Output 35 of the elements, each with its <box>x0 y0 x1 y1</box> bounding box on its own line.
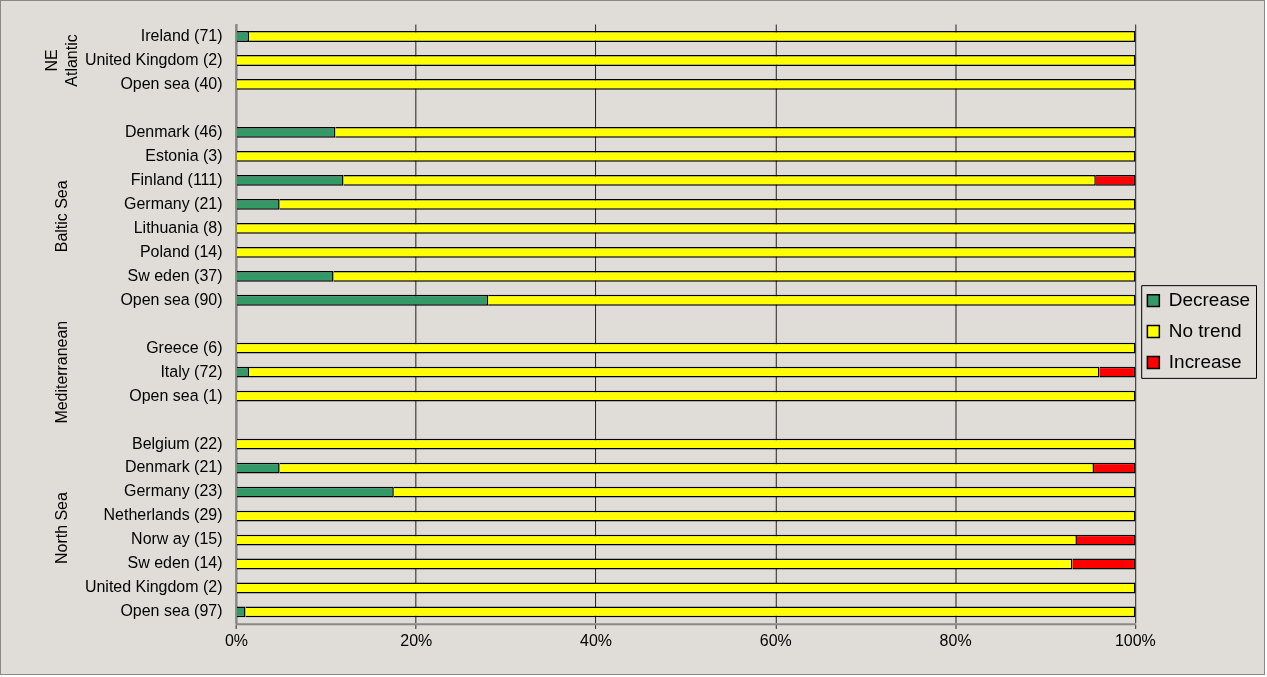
y-tick-label: Open sea (40) <box>120 74 223 92</box>
text: NE Atlantic <box>43 34 81 87</box>
y-tick-label: Open sea (1) <box>129 386 223 404</box>
legend-label: No trend <box>1168 319 1242 341</box>
y-tick-label: Open sea (90) <box>120 290 223 308</box>
x-tick-label: 40% <box>580 631 613 649</box>
y-tick-label: Sw eden (37) <box>127 266 223 284</box>
legend-label: Increase <box>1168 350 1242 372</box>
y-tick-label: Italy (72) <box>160 362 223 380</box>
y-tick-label: Open sea (97) <box>120 602 223 620</box>
text: Baltic Sea <box>53 180 71 253</box>
y-tick-label: Estonia (3) <box>145 146 223 164</box>
x-tick-label: 100% <box>1114 631 1156 649</box>
y-tick-label: Norw ay (15) <box>131 530 223 548</box>
y-tick-label: Finland (111) <box>130 170 223 188</box>
y-tick-label: Poland (14) <box>139 242 223 260</box>
y-tick-label: Belgium (22) <box>131 434 223 452</box>
y-tick-label: Sw eden (14) <box>127 554 223 572</box>
y-tick-label: Netherlands (29) <box>103 506 223 524</box>
x-tick-label: 20% <box>400 631 433 649</box>
x-tick-label: 0% <box>224 631 249 649</box>
text: Mediterranean <box>53 320 71 424</box>
y-tick-label: Greece (6) <box>146 338 223 356</box>
y-tick-label: Germany (21) <box>124 194 223 212</box>
y-tick-label: Lithuania (8) <box>133 218 223 236</box>
y-tick-label: Ireland (71) <box>140 26 223 44</box>
y-tick-label: United Kingdom (2) <box>84 578 223 596</box>
x-tick-label: 60% <box>759 631 792 649</box>
y-tick-label: Germany (23) <box>124 482 223 500</box>
text: North Sea <box>53 492 71 564</box>
y-tick-label: United Kingdom (2) <box>84 50 223 68</box>
legend-label: Decrease <box>1168 288 1250 310</box>
y-tick-label: Denmark (46) <box>124 122 223 140</box>
y-tick-label: Denmark (21) <box>124 458 223 476</box>
x-tick-label: 80% <box>939 631 972 649</box>
